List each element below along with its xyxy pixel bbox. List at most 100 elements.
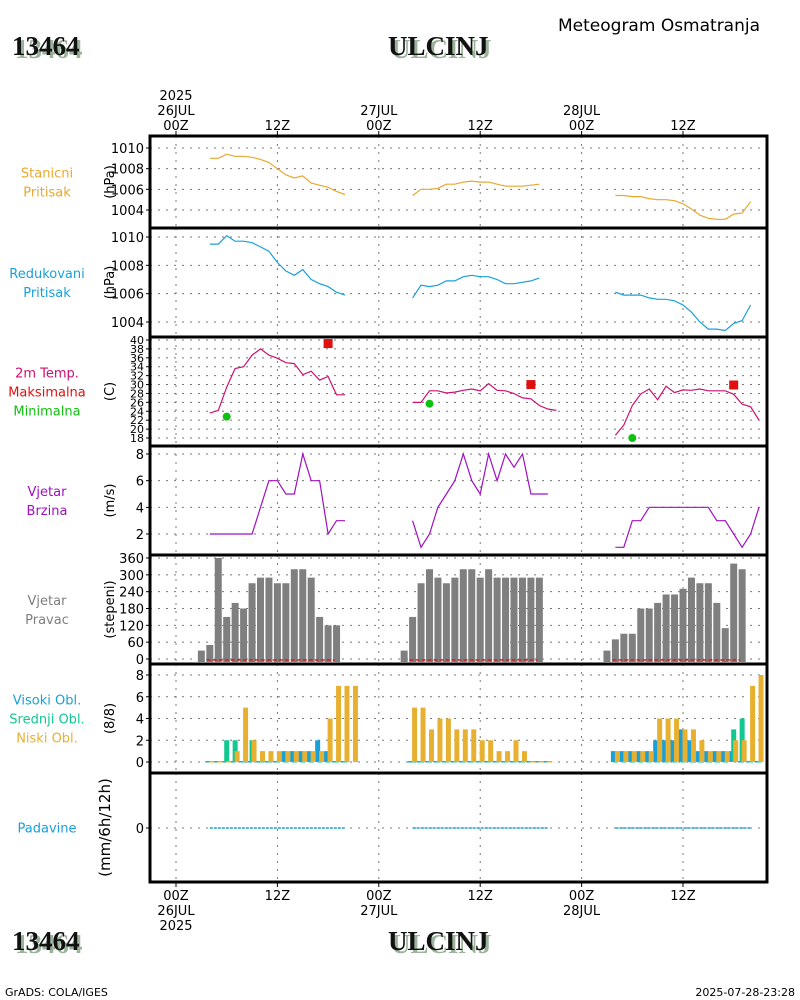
y-tick-label: 24 [130, 405, 144, 418]
cloud-bar [712, 751, 718, 762]
station-name-shadow: ULCINJ [391, 34, 492, 64]
panel-frame [148, 226, 769, 339]
wind-dir-bar [282, 583, 290, 662]
series-line [209, 234, 346, 296]
wind-dir-bar [662, 594, 670, 662]
station-name: ULCINJ [388, 31, 489, 61]
wind-dir-bar [637, 608, 645, 662]
wind-dir-bar [738, 569, 746, 662]
cloud-bar [327, 718, 333, 762]
y-axis-label: (C) [103, 382, 118, 401]
panel-title: Srednji Obl. [9, 713, 84, 728]
panel-title: Pravac [25, 613, 69, 628]
cloud-bar [699, 740, 705, 762]
wind-dir-bar [248, 583, 256, 662]
time-label: 27JUL [360, 904, 398, 919]
max-temp-marker [323, 339, 333, 349]
cloud-bar [505, 751, 511, 762]
cloud-bar [260, 751, 265, 762]
cloud-bar [670, 740, 676, 762]
y-tick-label: 240 [119, 586, 144, 601]
cloud-bar [686, 740, 692, 762]
wind-dir-bar [730, 563, 738, 662]
wind-dir-bar [197, 650, 205, 662]
series-line [209, 348, 345, 414]
y-tick-label: 60 [127, 636, 144, 651]
wind-dir-bar [206, 644, 214, 662]
panel-title: Stanicni [21, 167, 73, 182]
y-tick-label: 36 [130, 352, 144, 365]
cloud-bar [454, 729, 460, 762]
wind-dir-bar [679, 588, 687, 662]
wind-dir-bar [231, 602, 239, 662]
cloud-bar [690, 729, 696, 762]
wind-dir-bar [502, 577, 510, 662]
series-line [615, 194, 752, 220]
wind-dir-bar [476, 577, 484, 662]
panel-title: Pritisak [23, 286, 71, 301]
time-label: 26JUL [157, 904, 195, 919]
cloud-bar [315, 740, 321, 762]
footer-station-id-shadow: 13464 [15, 929, 83, 959]
y-tick-label: 1006 [111, 183, 144, 198]
y-tick-label: 360 [119, 552, 144, 567]
wind-dir-bar [527, 577, 535, 662]
panel-frame [148, 444, 769, 557]
y-tick-label: 1006 [111, 288, 144, 303]
y-tick-label: 8 [136, 448, 144, 463]
panel-wind-speed: 2 4 6 8 (m/s) Vjetar Brzina [27, 444, 769, 557]
cloud-bar [631, 751, 637, 762]
cloud-bar [665, 718, 671, 762]
station-id: 13464 [12, 31, 80, 61]
series-line [615, 291, 752, 332]
y-tick-label: 38 [130, 343, 144, 356]
y-tick-label: 20 [130, 423, 144, 436]
y-tick-label: 1010 [111, 142, 144, 157]
panel-title: Maksimalna [8, 386, 86, 401]
wind-dir-bar [603, 650, 611, 662]
y-tick-label: 8 [136, 669, 144, 684]
time-label: 2025 [159, 89, 192, 104]
chart-subtitle: Meteogram Osmatranja [558, 16, 760, 36]
cloud-bar [323, 751, 329, 762]
time-label: 2025 [159, 919, 192, 934]
wind-dir-bar [273, 583, 281, 662]
cloud-bar [251, 740, 257, 762]
panel-frame [148, 771, 769, 884]
time-label: 00Z [163, 119, 189, 134]
panel-title: Visoki Obl. [13, 694, 81, 709]
panel-reduced-pressure: 1004 1006 1008 1010 (hPa) Redukovani Pritisak [9, 226, 769, 339]
cloud-bar [281, 751, 287, 762]
cloud-bar [224, 740, 230, 762]
wind-dir-bar [214, 558, 222, 662]
cloud-bar [703, 751, 709, 762]
cloud-bar [437, 718, 443, 762]
cloud-bar-zero [530, 761, 536, 763]
series-line [412, 274, 540, 299]
series-line [209, 451, 345, 536]
cloud-bar [716, 751, 722, 762]
cloud-bar [521, 751, 527, 762]
panel-title: Brzina [27, 504, 68, 519]
y-tick-label: 1008 [111, 163, 144, 178]
cloud-bar [285, 751, 291, 762]
wind-dir-bar [223, 616, 231, 662]
time-label: 00Z [569, 119, 595, 134]
wind-dir-bar [696, 583, 704, 662]
cloud-bar [682, 729, 688, 762]
cloud-bar-zero [217, 761, 223, 763]
time-label: 12Z [467, 119, 493, 134]
y-axis-label: (stepeni) [103, 580, 118, 638]
cloud-bar [614, 751, 620, 762]
panel-station-pressure: 1004 1006 1008 1010 (hPa) Stanicni Pritisak [21, 134, 769, 230]
panel-frame [148, 134, 769, 230]
panel-title: Minimalna [13, 405, 80, 420]
cloud-bar [243, 707, 249, 762]
panel-title: 2m Temp. [15, 367, 79, 382]
cloud-bar [268, 751, 274, 762]
panel-title: Padavine [18, 822, 77, 837]
y-tick-label: 0 [136, 756, 144, 771]
cloud-bar-zero [226, 761, 232, 763]
cloud-bar [758, 675, 764, 762]
